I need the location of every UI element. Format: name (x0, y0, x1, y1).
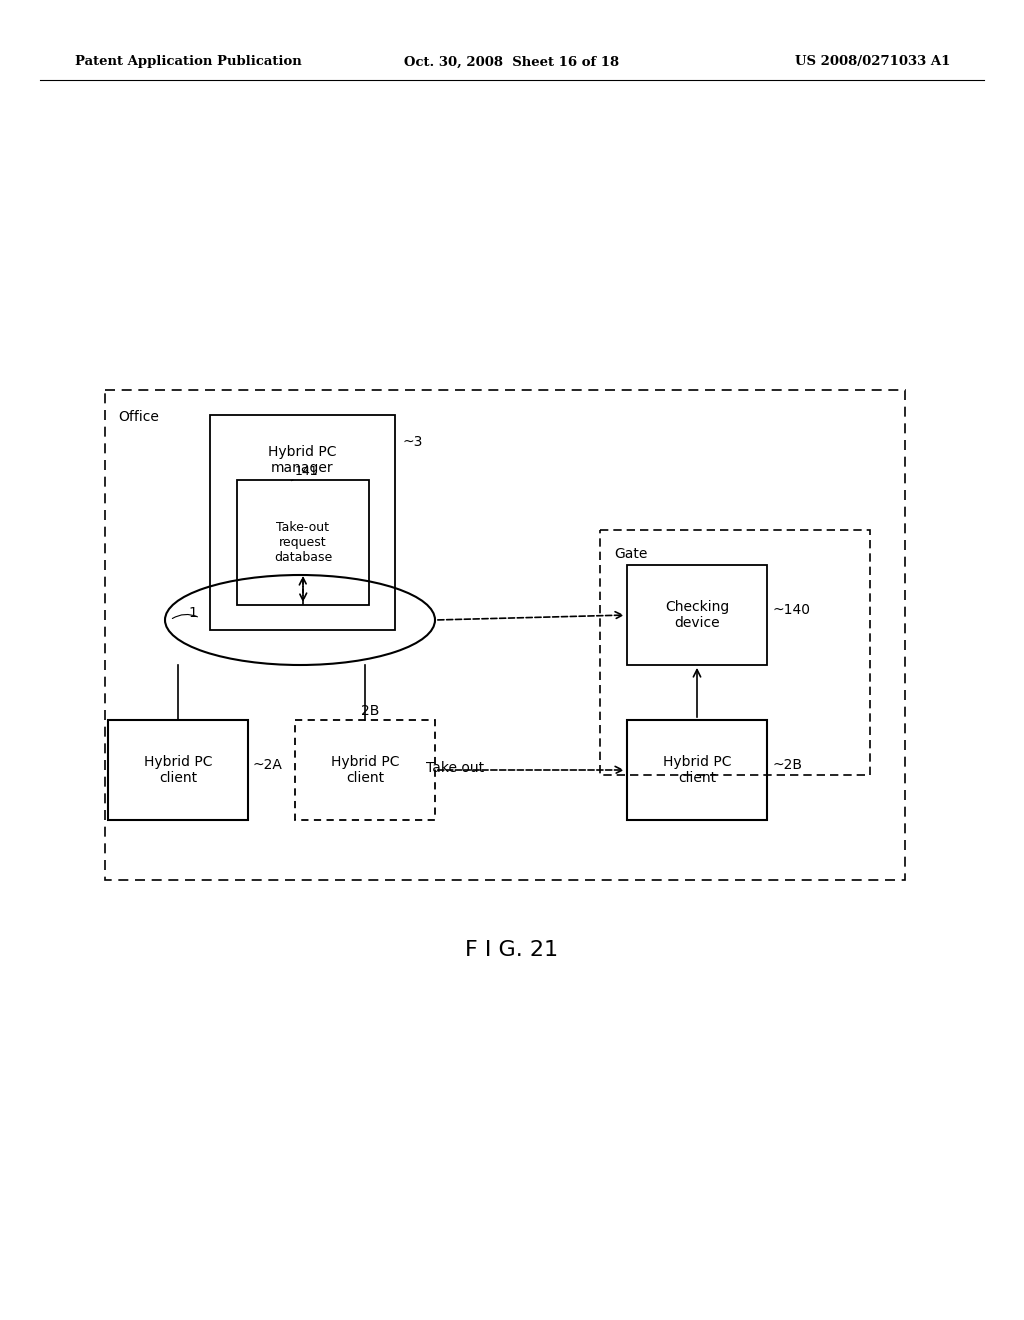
Text: ~2B: ~2B (773, 758, 803, 772)
Bar (627, 565, 767, 665)
Text: 141: 141 (295, 465, 318, 478)
Text: Hybrid PC
manager: Hybrid PC manager (268, 445, 337, 475)
Bar (210, 414, 395, 630)
Text: Checking
device: Checking device (665, 599, 729, 630)
Bar (105, 389, 905, 880)
Text: Patent Application Publication: Patent Application Publication (75, 55, 302, 69)
Text: ~2A: ~2A (253, 758, 283, 772)
Text: Office: Office (118, 411, 159, 424)
Bar (627, 719, 767, 820)
Text: Oct. 30, 2008  Sheet 16 of 18: Oct. 30, 2008 Sheet 16 of 18 (404, 55, 620, 69)
Text: F I G. 21: F I G. 21 (466, 940, 558, 960)
Text: 2B: 2B (360, 704, 379, 718)
Text: Hybrid PC
client: Hybrid PC client (331, 755, 399, 785)
Bar (108, 719, 248, 820)
Text: US 2008/0271033 A1: US 2008/0271033 A1 (795, 55, 950, 69)
Bar (237, 480, 369, 605)
Text: Hybrid PC
client: Hybrid PC client (663, 755, 731, 785)
Text: ~3: ~3 (402, 436, 422, 449)
Bar (295, 719, 435, 820)
Text: 1: 1 (188, 606, 197, 620)
Text: Gate: Gate (614, 546, 647, 561)
Bar (600, 531, 870, 775)
Text: ~140: ~140 (773, 603, 811, 616)
Text: Take out: Take out (426, 762, 484, 775)
Text: Take-out
request
database: Take-out request database (273, 521, 332, 564)
Text: Hybrid PC
client: Hybrid PC client (143, 755, 212, 785)
